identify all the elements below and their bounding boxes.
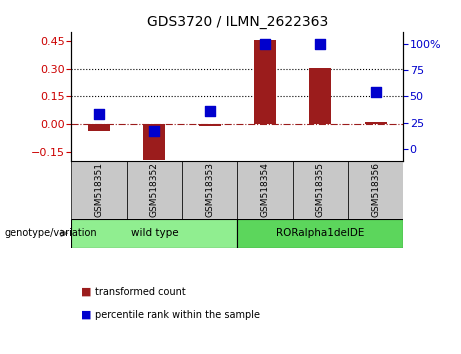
Bar [365, 122, 387, 124]
Bar [88, 124, 110, 131]
Text: transformed count: transformed count [95, 287, 185, 297]
Text: GSM518355: GSM518355 [316, 162, 325, 217]
Bar [293, 161, 348, 219]
Bar [348, 161, 403, 219]
Bar [182, 161, 237, 219]
Point [261, 41, 269, 46]
Point [317, 41, 324, 46]
Bar [143, 124, 165, 160]
Text: percentile rank within the sample: percentile rank within the sample [95, 310, 260, 320]
Point [372, 89, 379, 95]
Bar [237, 219, 403, 248]
Bar [71, 219, 237, 248]
Point [95, 112, 103, 117]
Text: GSM518354: GSM518354 [260, 162, 270, 217]
Bar [71, 161, 127, 219]
Text: GSM518356: GSM518356 [371, 162, 380, 217]
Text: GSM518352: GSM518352 [150, 162, 159, 217]
Text: ■: ■ [81, 287, 91, 297]
Bar [199, 124, 221, 126]
Text: ■: ■ [81, 310, 91, 320]
Point [206, 108, 213, 114]
Text: RORalpha1delDE: RORalpha1delDE [276, 228, 365, 238]
Bar [127, 161, 182, 219]
Bar [254, 40, 276, 124]
Text: wild type: wild type [130, 228, 178, 238]
Bar [237, 161, 293, 219]
Bar [309, 68, 331, 124]
Text: genotype/variation: genotype/variation [5, 228, 97, 238]
Title: GDS3720 / ILMN_2622363: GDS3720 / ILMN_2622363 [147, 16, 328, 29]
Text: GSM518353: GSM518353 [205, 162, 214, 217]
Point [151, 128, 158, 134]
Text: GSM518351: GSM518351 [95, 162, 104, 217]
